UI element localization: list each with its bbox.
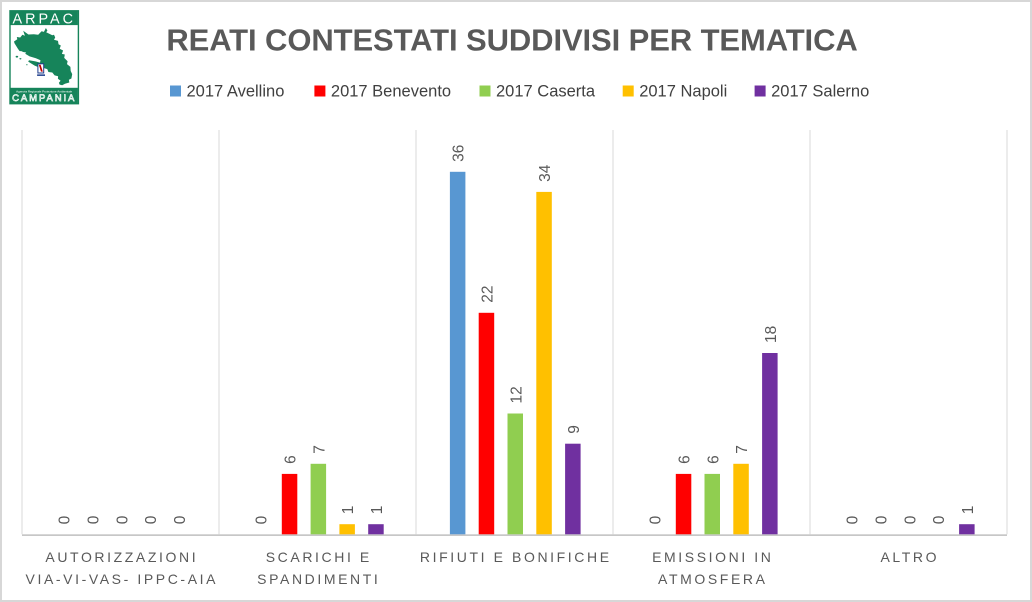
svg-text:6: 6 (283, 455, 300, 464)
svg-text:0: 0 (143, 515, 160, 524)
svg-text:ARPAC: ARPAC (13, 11, 77, 27)
svg-text:18: 18 (763, 326, 780, 343)
svg-text:1: 1 (960, 506, 977, 515)
svg-text:ATMOSFERA: ATMOSFERA (658, 571, 767, 587)
svg-text:0: 0 (86, 515, 103, 524)
svg-text:REATI CONTESTATI SUDDIVISI PER: REATI CONTESTATI SUDDIVISI PER TEMATICA (166, 23, 857, 58)
svg-text:1: 1 (369, 506, 386, 515)
svg-text:0: 0 (931, 515, 948, 524)
svg-text:2017 Caserta: 2017 Caserta (496, 82, 596, 100)
svg-text:7: 7 (311, 445, 328, 454)
svg-text:0: 0 (874, 515, 891, 524)
svg-text:1: 1 (340, 506, 357, 515)
svg-text:RIFIUTI E BONIFICHE: RIFIUTI E BONIFICHE (420, 549, 612, 565)
svg-text:7: 7 (734, 445, 751, 454)
svg-text:2017 Napoli: 2017 Napoli (639, 82, 727, 100)
svg-text:22: 22 (480, 286, 497, 303)
svg-text:12: 12 (508, 386, 525, 403)
svg-text:6: 6 (705, 455, 722, 464)
svg-text:2017 Salerno: 2017 Salerno (771, 82, 869, 100)
svg-text:AUTORIZZAZIONI: AUTORIZZAZIONI (45, 549, 198, 565)
svg-text:SPANDIMENTI: SPANDIMENTI (257, 571, 380, 587)
svg-text:EMISSIONI IN: EMISSIONI IN (652, 549, 773, 565)
svg-text:0: 0 (254, 515, 271, 524)
svg-text:Agenzia Regionale Protezione A: Agenzia Regionale Protezione Ambientale (16, 90, 72, 94)
svg-text:0: 0 (648, 515, 665, 524)
svg-text:0: 0 (172, 515, 189, 524)
svg-text:36: 36 (451, 145, 468, 162)
svg-text:ALTRO: ALTRO (880, 549, 939, 565)
svg-text:SCARICHI E: SCARICHI E (266, 549, 372, 565)
svg-text:CAMPANIA: CAMPANIA (12, 93, 76, 104)
svg-text:0: 0 (57, 515, 74, 524)
svg-text:0: 0 (114, 515, 131, 524)
svg-text:VIA-VI-VAS- IPPC-AIA: VIA-VI-VAS- IPPC-AIA (26, 571, 219, 587)
svg-text:34: 34 (537, 164, 554, 182)
svg-text:6: 6 (677, 455, 694, 464)
svg-text:0: 0 (845, 515, 862, 524)
svg-text:2017 Benevento: 2017 Benevento (331, 82, 451, 100)
svg-text:2017 Avellino: 2017 Avellino (187, 82, 285, 100)
svg-text:0: 0 (902, 515, 919, 524)
svg-text:9: 9 (566, 425, 583, 434)
